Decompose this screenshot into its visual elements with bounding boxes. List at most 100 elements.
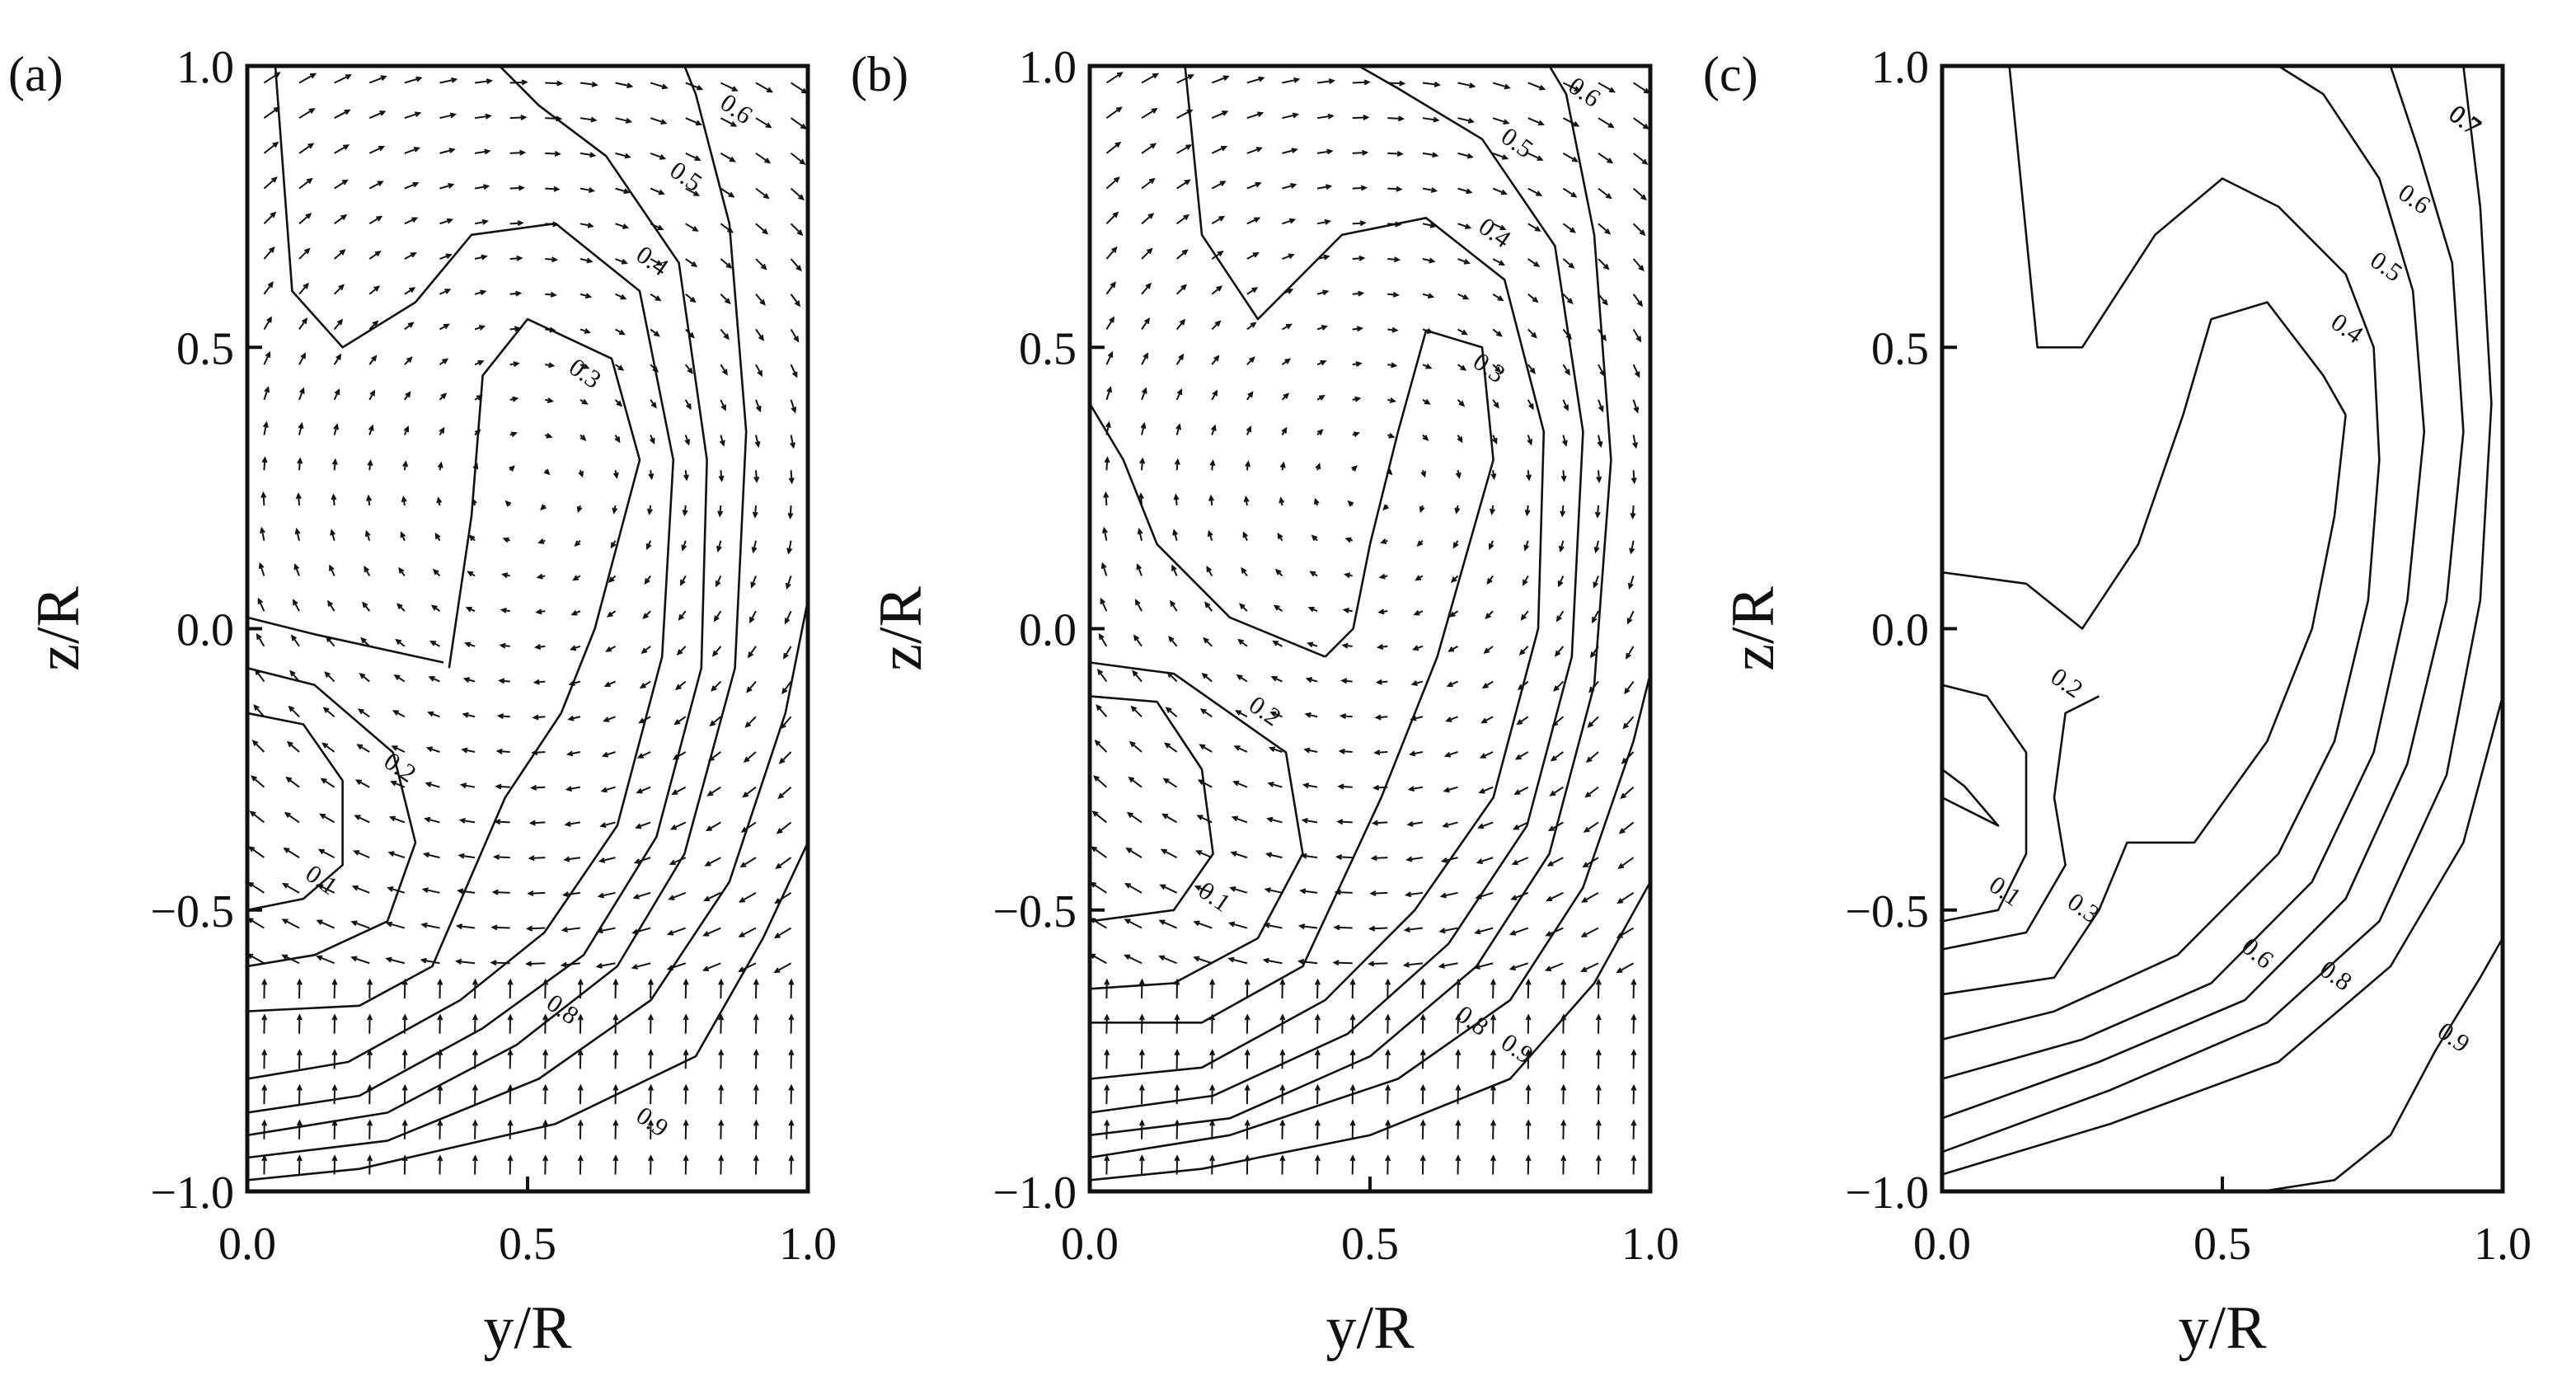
- velocity-arrowhead: [528, 855, 535, 862]
- velocity-vector: [1516, 751, 1529, 760]
- velocity-arrowhead: [1402, 961, 1410, 968]
- velocity-vector: [739, 891, 757, 903]
- velocity-vector: [707, 786, 721, 796]
- velocity-vector: [462, 749, 476, 753]
- velocity-arrowhead: [1464, 223, 1472, 229]
- velocity-arrowhead: [1326, 148, 1334, 155]
- velocity-arrowhead: [458, 818, 466, 824]
- velocity-vector: [1617, 891, 1635, 904]
- velocity-vector: [1316, 115, 1333, 120]
- velocity-arrowhead: [1218, 215, 1226, 222]
- velocity-arrowhead: [622, 223, 630, 229]
- velocity-vector: [1141, 353, 1148, 365]
- y-tick-label: −1.0: [992, 1167, 1077, 1219]
- velocity-arrowhead: [1217, 251, 1224, 257]
- velocity-vector: [1246, 217, 1260, 225]
- velocity-arrowhead: [1460, 364, 1467, 371]
- velocity-arrowhead: [1570, 191, 1578, 198]
- velocity-vector: [1457, 258, 1470, 265]
- velocity-arrowhead: [1392, 291, 1400, 298]
- velocity-arrowhead: [657, 224, 664, 231]
- velocity-arrowhead: [788, 1154, 795, 1162]
- velocity-vector: [1236, 710, 1248, 718]
- velocity-vector: [298, 318, 307, 331]
- velocity-arrowhead: [1413, 609, 1420, 616]
- velocity-arrowhead: [1161, 813, 1169, 820]
- velocity-arrowhead: [257, 597, 264, 604]
- velocity-vector: [1232, 816, 1248, 824]
- velocity-arrowhead: [1396, 186, 1403, 192]
- velocity-arrowhead: [1594, 511, 1601, 519]
- velocity-arrowhead: [788, 1013, 795, 1021]
- velocity-arrowhead: [1595, 1154, 1602, 1162]
- velocity-arrowhead: [1490, 1013, 1496, 1021]
- velocity-vector: [1441, 891, 1458, 898]
- velocity-arrowhead: [1339, 713, 1347, 720]
- velocity-arrowhead: [1267, 782, 1274, 787]
- velocity-arrowhead: [283, 847, 290, 853]
- x-tick-label: 1.0: [1621, 1219, 1679, 1270]
- velocity-arrowhead: [1281, 426, 1288, 434]
- velocity-arrowhead: [467, 571, 474, 577]
- velocity-vector: [1229, 957, 1248, 965]
- velocity-arrowhead: [647, 978, 654, 985]
- y-tick-label: −0.5: [1845, 886, 1929, 937]
- velocity-vector: [777, 821, 792, 834]
- velocity-vector: [1141, 213, 1154, 225]
- velocity-arrowhead: [1411, 645, 1419, 651]
- velocity-arrowhead: [1114, 141, 1122, 148]
- velocity-arrowhead: [661, 83, 669, 90]
- velocity-arrowhead: [788, 1119, 795, 1126]
- velocity-vector: [650, 152, 665, 160]
- velocity-arrowhead: [1245, 460, 1251, 467]
- velocity-arrowhead: [1525, 978, 1532, 985]
- velocity-arrowhead: [1532, 296, 1539, 303]
- velocity-vector: [1586, 751, 1599, 763]
- velocity-arrowhead: [1486, 578, 1493, 585]
- velocity-vector: [474, 220, 487, 225]
- velocity-arrowhead: [599, 822, 607, 829]
- velocity-arrowhead: [260, 526, 265, 534]
- velocity-arrowhead: [766, 87, 774, 93]
- velocity-arrowhead: [612, 1049, 619, 1056]
- velocity-arrowhead: [1290, 182, 1297, 189]
- velocity-vector: [359, 673, 370, 683]
- velocity-arrowhead: [1393, 256, 1401, 263]
- velocity-arrowhead: [617, 364, 625, 371]
- velocity-vector: [1235, 745, 1248, 753]
- velocity-arrowhead: [1509, 965, 1516, 970]
- velocity-vector: [458, 890, 476, 894]
- velocity-arrowhead: [465, 606, 472, 613]
- velocity-vector: [615, 152, 630, 158]
- velocity-arrowhead: [715, 580, 721, 588]
- velocity-arrowhead: [1638, 265, 1645, 272]
- velocity-vector: [368, 181, 383, 190]
- velocity-arrowhead: [567, 715, 575, 721]
- velocity-arrowhead: [1528, 403, 1534, 411]
- velocity-arrowhead: [1321, 325, 1329, 331]
- velocity-vector: [1101, 563, 1108, 576]
- velocity-arrowhead: [1279, 496, 1285, 504]
- velocity-vector: [1457, 152, 1472, 158]
- velocity-vector: [566, 786, 581, 791]
- velocity-arrowhead: [790, 442, 796, 449]
- velocity-arrowhead: [683, 1154, 689, 1162]
- velocity-arrowhead: [490, 960, 497, 966]
- velocity-arrowhead: [1356, 326, 1364, 332]
- velocity-arrowhead: [739, 862, 747, 868]
- velocity-arrowhead: [612, 1119, 619, 1126]
- velocity-arrowhead: [636, 753, 644, 759]
- velocity-arrowhead: [638, 717, 645, 724]
- velocity-arrowhead: [446, 218, 454, 224]
- velocity-vector: [1201, 708, 1213, 718]
- velocity-arrowhead: [1455, 1083, 1462, 1091]
- velocity-vector: [1125, 883, 1143, 894]
- velocity-arrowhead: [716, 545, 722, 553]
- x-tick-label: 0.0: [1913, 1219, 1971, 1270]
- velocity-arrowhead: [1187, 74, 1194, 80]
- velocity-arrowhead: [1257, 111, 1265, 118]
- velocity-arrowhead: [1455, 472, 1462, 480]
- velocity-arrowhead: [1212, 389, 1218, 397]
- velocity-arrowhead: [442, 358, 449, 364]
- velocity-vector: [368, 251, 381, 260]
